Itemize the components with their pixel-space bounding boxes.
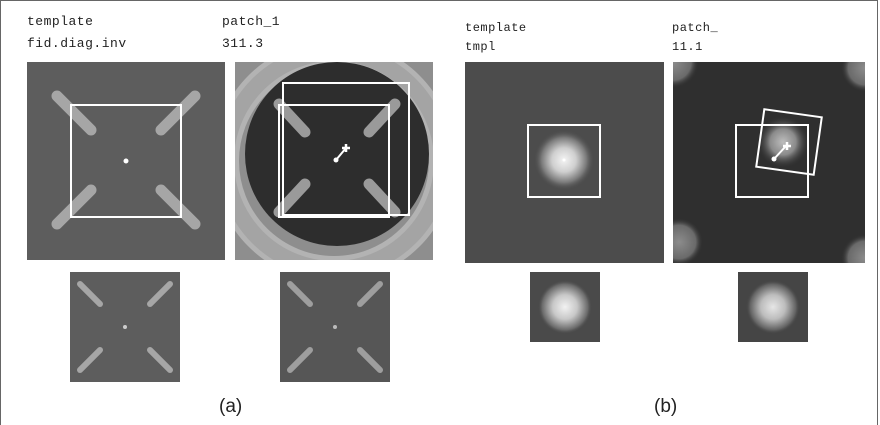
fiducial-bar [51,90,97,136]
panel-b-patch-thumbnail [738,272,808,342]
center-dot [771,156,777,162]
panel-b-template-title: template [465,21,527,35]
fiducial-bar [363,98,401,138]
center-dot [123,158,129,164]
panel-b-template-subtitle: tmpl [465,40,496,54]
fiducial-bar [155,184,201,230]
search-box [282,82,410,216]
match-box [735,124,809,198]
fiducial-bar [51,184,97,230]
panel-b-patch-subtitle: 11.1 [672,40,703,54]
panel-a-template-thumbnail [70,272,180,382]
panel-a-patch-image [235,62,433,260]
panel-a-template-subtitle: fid.diag.inv [27,36,127,51]
match-box [278,104,390,218]
figure-frame-left-edge [0,0,1,425]
fiducial-bar [155,90,201,136]
panel-b-caption: (b) [654,396,678,417]
panel-b-template-image [465,62,664,263]
target-blob [757,116,809,168]
match-cross [783,142,791,150]
panel-a-patch-thumbnail [280,272,390,382]
panel-a-template-title: template [27,14,94,29]
panel-a-patch-subtitle: 311.3 [222,36,264,51]
panel-a-template-image [27,62,225,260]
panel-a-patch-title: patch_1 [222,14,281,29]
match-cross [342,144,350,152]
search-box [755,108,823,176]
panel-b-template-thumbnail [530,272,600,342]
match-box [527,124,601,198]
panel-a-caption: (a) [219,396,243,417]
center-dot [333,157,339,163]
fiducial-bar [363,178,401,218]
panel-b-patch-title: patch_ [672,21,719,35]
match-box [70,104,182,218]
panel-b-patch-image [673,62,865,263]
